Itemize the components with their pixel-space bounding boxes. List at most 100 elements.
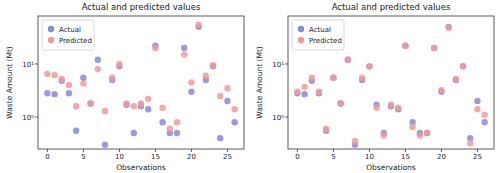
x-tick-label: 15 (151, 153, 160, 161)
x-tick-label: 5 (81, 153, 85, 161)
point (167, 126, 173, 132)
point (203, 73, 209, 79)
point (445, 25, 451, 31)
chart: Actual and predicted values051015202510⁰… (5, 2, 244, 172)
point (381, 132, 387, 138)
point (152, 45, 158, 51)
point (337, 100, 343, 106)
point (66, 90, 72, 96)
x-tick (477, 149, 478, 152)
y-tick (285, 63, 288, 64)
point (109, 75, 115, 81)
point (460, 63, 466, 69)
point (373, 104, 379, 110)
point (445, 24, 451, 30)
point (424, 130, 430, 136)
y-tick (285, 117, 288, 118)
x-tick-label: 25 (223, 153, 232, 161)
point (224, 85, 230, 91)
x-tick (405, 149, 406, 152)
point (366, 63, 372, 69)
y-tick-label: 10¹ (22, 61, 34, 69)
point (231, 106, 237, 112)
point (131, 130, 137, 136)
point (388, 102, 394, 108)
plot-area (294, 24, 488, 148)
point (417, 132, 423, 138)
point (431, 45, 437, 51)
legend-label: Actual (59, 26, 81, 34)
point (174, 119, 180, 125)
point (95, 57, 101, 63)
y-tick-label: 10¹ (272, 61, 284, 69)
point (73, 103, 79, 109)
point (87, 100, 93, 106)
point (402, 43, 408, 49)
title: Actual and predicted values (82, 2, 201, 12)
point (145, 106, 151, 112)
point (453, 76, 459, 82)
x-tick (227, 149, 228, 152)
legend-marker (48, 26, 54, 32)
point (44, 90, 50, 96)
point (224, 98, 230, 104)
point (330, 75, 336, 81)
title: Actual and predicted values (332, 2, 451, 12)
point (467, 140, 473, 146)
legend-box (292, 20, 344, 50)
point (359, 75, 365, 81)
point (294, 89, 300, 95)
x-tick-label: 20 (187, 153, 196, 161)
point (481, 119, 487, 125)
point (102, 142, 108, 148)
x-tick (369, 149, 370, 152)
x-tick (83, 149, 84, 152)
x-tick (441, 149, 442, 152)
point (44, 71, 50, 77)
point (345, 57, 351, 63)
point (453, 77, 459, 83)
x-tick-label: 20 (437, 153, 446, 161)
point (431, 45, 437, 51)
point (301, 91, 307, 97)
point (102, 108, 108, 114)
legend-label: Predicted (59, 37, 92, 45)
x-tick-label: 10 (365, 153, 374, 161)
y-axis-label: Waste Amount (Mt) (255, 46, 264, 119)
point (116, 61, 122, 67)
point (210, 62, 216, 68)
plot-frame (288, 16, 494, 149)
y-tick (35, 117, 38, 118)
x-tick-label: 10 (115, 153, 124, 161)
figure: Actual and predicted values 0 5 10 15 20 25 10⁰… (0, 0, 500, 173)
x-axis-label: Observations (366, 163, 416, 172)
point (474, 106, 480, 112)
x-axis-label: Observations (116, 163, 166, 172)
legend: ActualPredicted (292, 20, 344, 50)
point (438, 87, 444, 93)
x-tick (333, 149, 334, 152)
point (66, 82, 72, 88)
x-tick-label: 25 (473, 153, 482, 161)
point (51, 72, 57, 78)
point (402, 43, 408, 49)
point (51, 91, 57, 97)
point (195, 21, 201, 27)
x-tick-label: 0 (45, 153, 49, 161)
x-tick (119, 149, 120, 152)
chart: Actual and predicted values051015202510⁰… (255, 2, 494, 172)
point (181, 45, 187, 51)
point (188, 79, 194, 85)
plot-area (44, 21, 238, 148)
point (424, 130, 430, 136)
x-tick (47, 149, 48, 152)
point (138, 100, 144, 106)
point (217, 135, 223, 141)
point (316, 89, 322, 95)
x-tick-label: 0 (295, 153, 299, 161)
y-tick-label: 10⁰ (272, 114, 284, 122)
legend-marker (48, 37, 54, 43)
point (174, 130, 180, 136)
point (481, 112, 487, 118)
point (159, 119, 165, 125)
